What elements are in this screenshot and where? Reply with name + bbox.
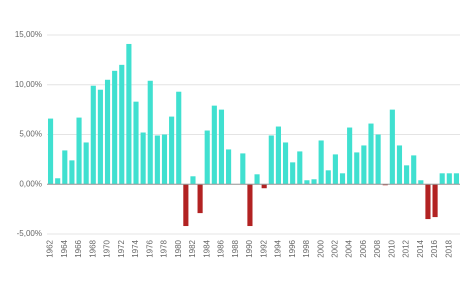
x-tick-label: 1986 xyxy=(217,239,226,257)
x-tick-label: 1982 xyxy=(188,239,197,257)
bar xyxy=(439,173,445,185)
bar xyxy=(247,184,253,227)
x-tick-label: 2016 xyxy=(430,239,439,257)
x-tick-label: 1962 xyxy=(46,239,55,257)
bar xyxy=(119,64,125,185)
x-tick-label: 1976 xyxy=(145,239,154,257)
bar xyxy=(418,180,424,185)
bar xyxy=(389,109,395,185)
bar xyxy=(268,135,274,185)
y-tick-label: 0,00% xyxy=(19,179,42,188)
bar xyxy=(318,140,324,185)
bar xyxy=(304,180,310,185)
x-tick-label: 1972 xyxy=(117,239,126,257)
bar xyxy=(425,184,431,220)
bar xyxy=(261,184,267,189)
bar xyxy=(325,170,331,185)
bar xyxy=(126,43,132,185)
bar xyxy=(97,89,103,185)
bar xyxy=(176,91,182,185)
x-tick-label: 2002 xyxy=(330,239,339,257)
y-tick-label: 10,00% xyxy=(15,80,42,89)
bar xyxy=(297,151,303,185)
x-tick-label: 2018 xyxy=(444,239,453,257)
bar xyxy=(47,118,54,185)
bar xyxy=(112,70,118,185)
bar xyxy=(347,127,353,185)
x-tick-label: 1994 xyxy=(274,239,283,257)
x-tick-label: 2000 xyxy=(316,239,325,257)
bar xyxy=(211,105,217,185)
x-tick-label: 1988 xyxy=(231,239,240,257)
x-tick-label: 2010 xyxy=(387,239,396,257)
y-tick-label: -5,00% xyxy=(17,229,42,238)
bar xyxy=(226,149,232,185)
bar xyxy=(169,116,175,185)
bar xyxy=(154,135,160,185)
x-tick-label: 1984 xyxy=(202,239,211,257)
bar xyxy=(332,154,338,185)
bar xyxy=(140,132,146,185)
bar xyxy=(396,145,403,185)
bar xyxy=(411,155,417,185)
bar xyxy=(147,80,153,185)
x-tick-label: 1996 xyxy=(288,239,297,257)
x-tick-label: 1970 xyxy=(103,239,112,257)
x-tick-label: 1978 xyxy=(160,239,169,257)
bar xyxy=(254,174,260,185)
bar xyxy=(453,173,460,185)
bar xyxy=(339,173,346,185)
x-tick-label: 1964 xyxy=(60,239,69,257)
bar xyxy=(69,160,75,185)
x-tick-label: 1992 xyxy=(259,239,268,257)
bar xyxy=(76,117,82,185)
y-tick-label: 15,00% xyxy=(15,30,42,39)
bar xyxy=(90,85,96,185)
x-tick-label: 1966 xyxy=(74,239,83,257)
bar xyxy=(218,109,225,185)
x-tick-label: 1968 xyxy=(88,239,97,257)
bar xyxy=(197,184,203,214)
bar xyxy=(361,145,367,185)
x-tick-label: 1980 xyxy=(174,239,183,257)
bar xyxy=(290,162,296,185)
x-tick-label: 2012 xyxy=(402,239,411,257)
bar xyxy=(375,134,381,185)
bar xyxy=(104,79,111,185)
x-tick-label: 2008 xyxy=(373,239,382,257)
y-tick-label: 5,00% xyxy=(19,130,42,139)
bar xyxy=(83,142,89,185)
bar xyxy=(161,134,168,185)
bar xyxy=(204,130,210,185)
x-tick-label: 1974 xyxy=(131,239,140,257)
bar xyxy=(183,184,189,227)
bar xyxy=(311,179,317,185)
x-tick-label: 2004 xyxy=(345,239,354,257)
bar xyxy=(354,152,360,185)
bar xyxy=(240,153,246,185)
x-tick-label: 1998 xyxy=(302,239,311,257)
bar xyxy=(133,101,139,185)
x-tick-label: 1990 xyxy=(245,239,254,257)
bar xyxy=(282,142,289,185)
bar xyxy=(190,176,196,185)
x-tick-label: 2006 xyxy=(359,239,368,257)
bar xyxy=(55,178,61,185)
bar xyxy=(432,184,438,218)
bar xyxy=(275,126,281,185)
bar xyxy=(404,165,410,185)
x-tick-label: 2014 xyxy=(416,239,425,257)
bar xyxy=(446,173,452,185)
bar xyxy=(62,150,68,185)
bar xyxy=(368,123,374,185)
